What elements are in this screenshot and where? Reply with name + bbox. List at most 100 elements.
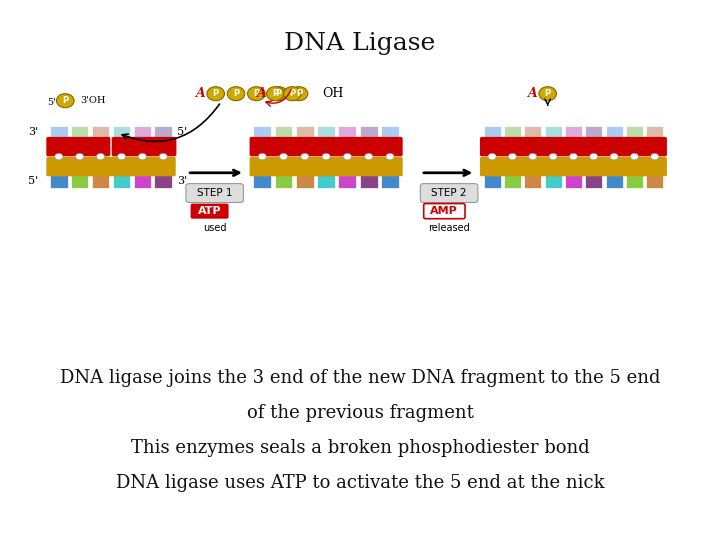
Circle shape (590, 153, 598, 160)
Circle shape (138, 153, 146, 160)
Bar (134, 126, 151, 139)
Bar (155, 175, 172, 188)
Bar (338, 126, 356, 139)
Text: This enzymes seals a broken phosphodiester bond: This enzymes seals a broken phosphodiest… (130, 439, 590, 457)
Bar (504, 175, 521, 188)
Bar (381, 175, 399, 188)
Bar (381, 126, 399, 139)
Text: P: P (212, 89, 219, 98)
Text: used: used (203, 223, 226, 233)
Circle shape (228, 86, 245, 100)
Text: 5': 5' (28, 176, 38, 186)
FancyBboxPatch shape (250, 137, 402, 157)
Bar (71, 175, 89, 188)
Circle shape (528, 153, 537, 160)
Text: STEP 1: STEP 1 (197, 188, 233, 198)
Text: released: released (428, 223, 470, 233)
Circle shape (159, 153, 167, 160)
Text: ATP: ATP (198, 206, 222, 216)
Circle shape (364, 153, 373, 160)
Bar (296, 126, 314, 139)
FancyBboxPatch shape (46, 157, 176, 176)
Bar (524, 175, 541, 188)
Bar (338, 175, 356, 188)
Bar (524, 126, 541, 139)
Text: P: P (272, 89, 279, 98)
Text: P: P (544, 89, 551, 98)
Bar (50, 126, 68, 139)
FancyBboxPatch shape (250, 157, 402, 176)
FancyBboxPatch shape (46, 137, 110, 157)
Bar (155, 126, 172, 139)
Text: 5': 5' (177, 127, 187, 137)
Bar (544, 126, 562, 139)
Text: STEP 2: STEP 2 (431, 188, 467, 198)
FancyBboxPatch shape (112, 137, 176, 157)
Bar (646, 126, 663, 139)
Text: P: P (296, 89, 302, 98)
Text: P: P (276, 89, 282, 98)
Text: A: A (257, 87, 266, 100)
Text: 3'OH: 3'OH (80, 96, 106, 105)
Bar (92, 175, 109, 188)
Bar (626, 175, 643, 188)
Bar (296, 175, 314, 188)
Circle shape (290, 86, 308, 100)
Circle shape (386, 153, 394, 160)
Text: A: A (196, 87, 206, 100)
Text: DNA ligase joins the 3 end of the new DNA fragment to the 5 end: DNA ligase joins the 3 end of the new DN… (60, 369, 660, 387)
Bar (606, 126, 623, 139)
Circle shape (488, 153, 496, 160)
Circle shape (570, 153, 577, 160)
Circle shape (651, 153, 659, 160)
Bar (646, 175, 663, 188)
Circle shape (284, 86, 301, 100)
Circle shape (55, 153, 63, 160)
Circle shape (301, 153, 309, 160)
Bar (565, 126, 582, 139)
Bar (360, 175, 378, 188)
Circle shape (258, 153, 266, 160)
Circle shape (322, 153, 330, 160)
FancyBboxPatch shape (423, 204, 465, 219)
Circle shape (610, 153, 618, 160)
FancyBboxPatch shape (420, 184, 478, 202)
FancyBboxPatch shape (480, 157, 667, 176)
Circle shape (207, 86, 225, 100)
Bar (484, 126, 500, 139)
FancyBboxPatch shape (186, 184, 243, 202)
Bar (544, 175, 562, 188)
Text: OH: OH (323, 87, 344, 100)
Bar (113, 175, 130, 188)
Text: 5': 5' (48, 98, 56, 107)
Bar (360, 126, 378, 139)
Bar (274, 126, 292, 139)
Circle shape (266, 86, 284, 100)
Bar (50, 175, 68, 188)
FancyBboxPatch shape (480, 137, 667, 157)
Bar (253, 126, 271, 139)
Bar (253, 175, 271, 188)
Bar (318, 175, 335, 188)
Circle shape (117, 153, 125, 160)
Circle shape (508, 153, 516, 160)
Bar (113, 126, 130, 139)
Text: 3': 3' (28, 127, 38, 137)
Text: P: P (233, 89, 239, 98)
Circle shape (549, 153, 557, 160)
Bar (484, 175, 500, 188)
Bar (71, 126, 89, 139)
Bar (585, 175, 602, 188)
Circle shape (76, 153, 84, 160)
Circle shape (630, 153, 639, 160)
Circle shape (539, 86, 557, 100)
Bar (318, 126, 335, 139)
Circle shape (343, 153, 351, 160)
Bar (274, 175, 292, 188)
Circle shape (248, 86, 265, 100)
Text: of the previous fragment: of the previous fragment (246, 404, 474, 422)
Bar (606, 175, 623, 188)
Text: AMP: AMP (430, 206, 458, 216)
Bar (585, 126, 602, 139)
Text: A: A (528, 87, 538, 100)
